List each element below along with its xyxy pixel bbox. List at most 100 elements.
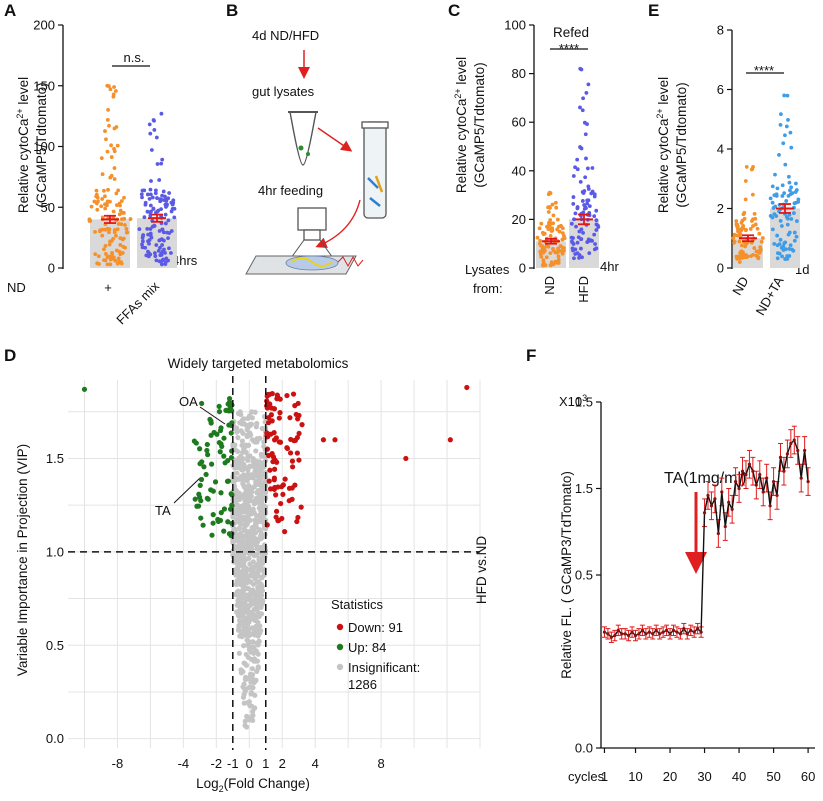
up-point bbox=[216, 409, 223, 415]
down-point bbox=[273, 508, 280, 514]
legend-insignificant-1: Insignificant: bbox=[348, 660, 420, 675]
down-point bbox=[271, 475, 277, 481]
insignificant-point bbox=[253, 524, 259, 530]
insignificant-point bbox=[240, 476, 247, 482]
panel-f-multiplier: X103 bbox=[559, 393, 587, 409]
panel-f-data-point bbox=[689, 628, 693, 632]
panel-c-data-point bbox=[582, 206, 587, 211]
panel-e-data-point bbox=[744, 165, 749, 169]
insignificant-point bbox=[243, 651, 249, 658]
panel-a-data-point bbox=[160, 227, 165, 232]
panel-a-data-point bbox=[109, 173, 114, 178]
panel-e-data-point bbox=[753, 222, 758, 227]
panel-d-x-tick-label: -4 bbox=[178, 756, 190, 771]
insignificant-point bbox=[256, 548, 262, 555]
panel-a-data-point bbox=[157, 178, 162, 182]
down-point bbox=[278, 500, 284, 507]
insignificant-point bbox=[232, 535, 238, 541]
panel-c-y-tick-label: 40 bbox=[512, 163, 526, 178]
panel-f-xlabel: cycles bbox=[568, 769, 605, 784]
panel-c-data-point bbox=[571, 201, 576, 206]
panel-d-y-tick-label: 0.0 bbox=[46, 731, 64, 746]
panel-c-data-point bbox=[539, 254, 544, 259]
panel-c-data-point bbox=[579, 67, 584, 72]
panel-a-data-point bbox=[156, 248, 161, 253]
panel-a-data-point bbox=[155, 209, 160, 214]
insignificant-point bbox=[244, 713, 250, 719]
panel-e-data-point bbox=[734, 219, 739, 223]
insignificant-point bbox=[247, 602, 254, 608]
up-point bbox=[204, 441, 210, 448]
panel-e-data-point bbox=[783, 240, 788, 245]
down-point bbox=[289, 458, 296, 464]
panel-e-data-point bbox=[751, 224, 755, 228]
panel-e-data-point bbox=[779, 112, 783, 117]
insignificant-point bbox=[260, 485, 267, 491]
panel-a-data-point bbox=[105, 262, 110, 267]
panel-e-data-point bbox=[737, 239, 742, 244]
insignificant-point bbox=[260, 556, 266, 562]
panel-a-data-point bbox=[87, 217, 92, 222]
insignificant-point bbox=[240, 456, 246, 462]
panel-a-data-point bbox=[159, 207, 163, 212]
panel-f-data-point bbox=[658, 632, 662, 636]
panel-c-data-point bbox=[546, 244, 551, 249]
panel-e-y-tick-label: 2 bbox=[717, 201, 724, 216]
panel-c-data-point bbox=[586, 198, 591, 203]
up-point bbox=[209, 461, 215, 467]
ta-arrow-icon bbox=[685, 552, 707, 574]
down-point bbox=[274, 459, 280, 465]
panel-e-data-point bbox=[761, 236, 765, 240]
panel-a-data-point bbox=[119, 261, 124, 266]
panel-a-data-point bbox=[105, 118, 110, 122]
panel-a-data-point bbox=[146, 232, 151, 237]
panel-d-x-tick-label: 4 bbox=[312, 756, 319, 771]
panel-c-data-point bbox=[585, 240, 590, 244]
insignificant-point bbox=[249, 666, 255, 672]
microscope-objective-icon bbox=[297, 207, 327, 231]
panel-a-data-point bbox=[100, 172, 105, 177]
insignificant-point bbox=[253, 677, 259, 683]
panel-e-data-point bbox=[786, 193, 791, 198]
panel-e-data-point bbox=[774, 193, 779, 198]
insignificant-point bbox=[253, 448, 259, 454]
panel-a-data-point bbox=[102, 188, 106, 193]
panel-e-data-point bbox=[770, 200, 775, 205]
panel-c-data-point bbox=[586, 187, 591, 191]
panel-e-data-point bbox=[794, 188, 799, 192]
panel-c-data-point bbox=[561, 248, 566, 253]
panel-a-data-point bbox=[114, 203, 119, 208]
panel-a-data-point bbox=[143, 202, 148, 207]
annotation-ta: TA bbox=[155, 503, 171, 518]
panel-e-data-point bbox=[785, 222, 790, 227]
panel-a-data-point bbox=[102, 247, 106, 252]
panel-f-x-tick-label: 1 bbox=[601, 769, 608, 784]
insignificant-point bbox=[234, 429, 240, 435]
insignificant-point bbox=[247, 463, 254, 469]
panel-a-data-point bbox=[94, 192, 99, 197]
panel-a-y-tick-label: 100 bbox=[33, 139, 55, 154]
step-3-label: 4hr feeding bbox=[258, 183, 323, 198]
panel-e-data-point bbox=[768, 214, 773, 218]
panel-c-data-point bbox=[594, 208, 599, 213]
panel-c-data-point bbox=[546, 210, 551, 214]
panel-a-data-point bbox=[110, 250, 114, 255]
insignificant-point bbox=[262, 526, 269, 532]
panel-e-data-point bbox=[734, 222, 739, 227]
panel-c-data-point bbox=[579, 246, 583, 251]
panel-a-data-point bbox=[103, 227, 108, 232]
insignificant-point bbox=[234, 470, 240, 476]
panel-c-data-point bbox=[548, 191, 553, 196]
panel-c-data-point bbox=[571, 248, 575, 253]
panel-a-data-point bbox=[162, 247, 166, 252]
insignificant-point bbox=[244, 506, 250, 512]
panel-a-data-point bbox=[100, 215, 105, 220]
up-point bbox=[210, 488, 216, 494]
insignificant-point bbox=[255, 563, 261, 569]
panel-a-data-point bbox=[139, 192, 144, 197]
insignificant-point bbox=[262, 504, 269, 510]
panel-f-data-point bbox=[754, 483, 758, 487]
panel-label-f: F bbox=[526, 346, 536, 365]
panel-c-y-tick-label: 60 bbox=[512, 115, 526, 130]
down-point bbox=[294, 518, 300, 525]
